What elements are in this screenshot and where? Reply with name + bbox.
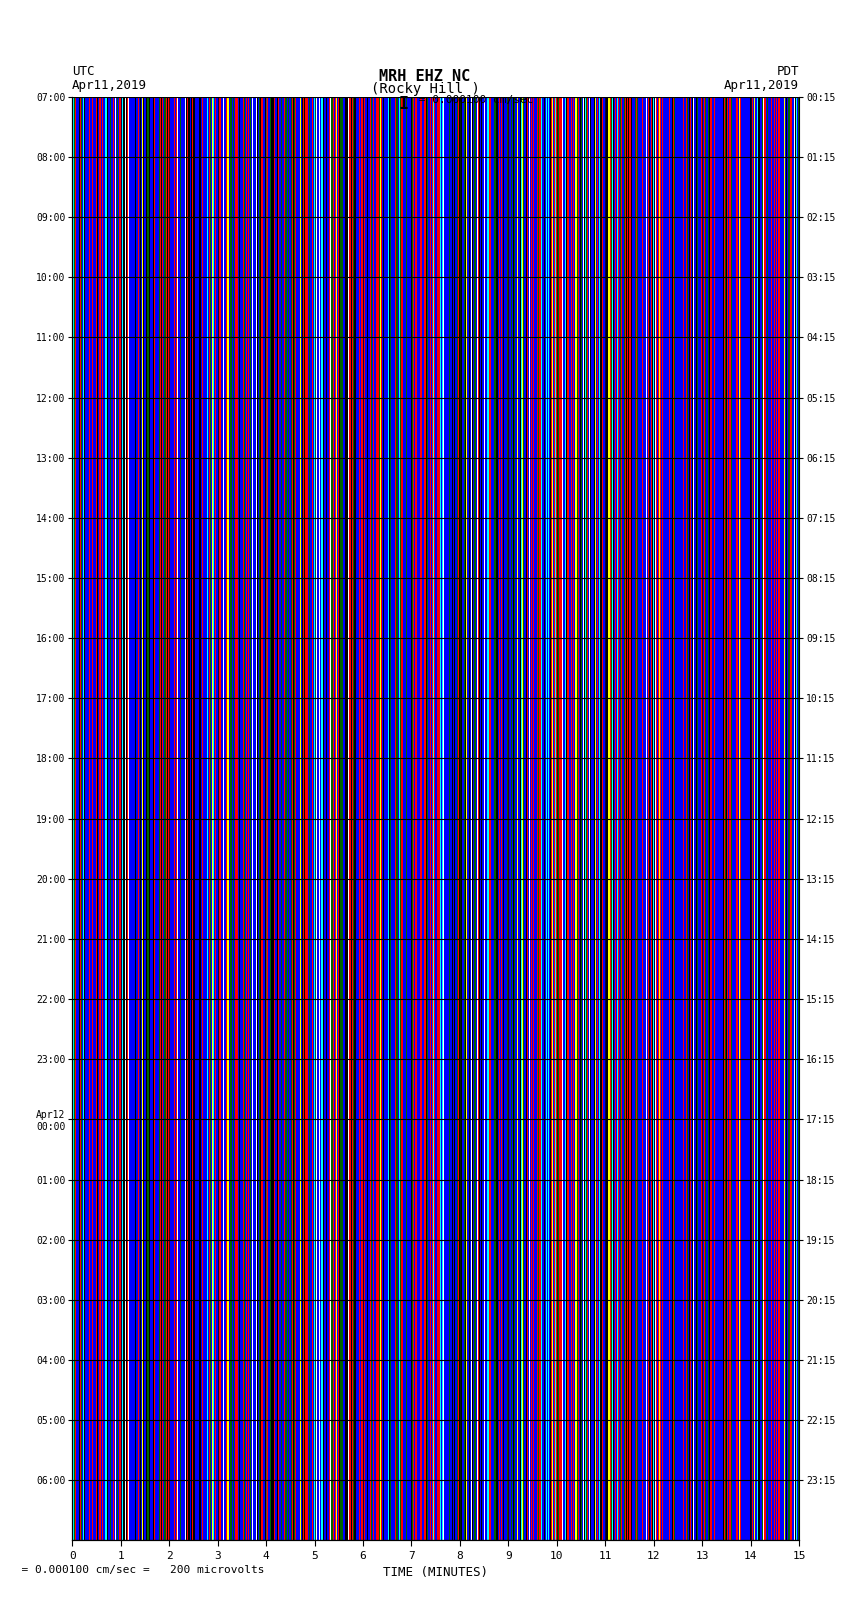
Text: PDT: PDT (777, 65, 799, 77)
Text: I: I (399, 95, 409, 113)
Text: Apr11,2019: Apr11,2019 (724, 79, 799, 92)
Text: UTC: UTC (72, 65, 94, 77)
X-axis label: TIME (MINUTES): TIME (MINUTES) (383, 1566, 488, 1579)
Text: Apr11,2019: Apr11,2019 (72, 79, 147, 92)
Text: MRH EHZ NC: MRH EHZ NC (379, 69, 471, 84)
Text: = 0.000100 cm/sec =   200 microvolts: = 0.000100 cm/sec = 200 microvolts (8, 1565, 265, 1574)
Text: (Rocky Hill ): (Rocky Hill ) (371, 82, 479, 97)
Text: = 0.000100 cm/sec: = 0.000100 cm/sec (412, 95, 534, 105)
